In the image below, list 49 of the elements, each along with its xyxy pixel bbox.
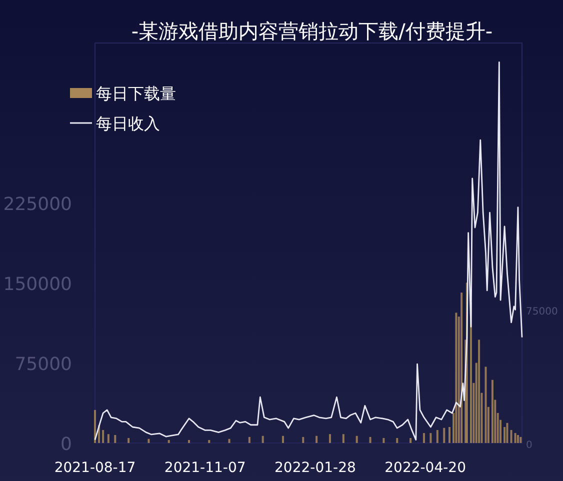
bar [478,340,480,443]
x-tick-label: 2022-04-20 [384,460,466,476]
bar [504,427,506,443]
bar [94,410,96,443]
bar [396,438,398,443]
x-tick-label: 2022-01-28 [274,460,356,476]
bar [484,366,487,443]
y-tick-label: 225000 [3,194,72,215]
bar [208,440,210,443]
bar [491,380,494,443]
bar [114,435,116,443]
bar [102,430,104,443]
bar [369,436,372,443]
bar [520,436,522,443]
bar [430,433,432,443]
legend-label: 每日下载量 [96,84,176,103]
legend-label: 每日收入 [96,114,160,133]
bar [228,438,230,443]
bar [436,430,438,443]
bar [148,438,150,443]
bar [506,422,508,443]
chart-title: -某游戏借助内容营销拉动下载/付费提升- [131,19,493,43]
bar [248,436,250,443]
x-tick-label: 2021-08-17 [54,460,136,476]
y-tick-label: 75000 [14,354,72,375]
bar [316,436,318,443]
bar [510,430,512,443]
y-tick-label: 150000 [3,274,72,295]
bar [128,438,130,443]
bar [302,436,304,443]
bar [168,440,170,443]
x-tick-label: 2021-11-07 [164,460,246,476]
bar [328,434,331,443]
bar [516,435,519,443]
bar [262,436,264,443]
bar [356,436,358,443]
bar [282,436,284,443]
bar [342,434,344,443]
bar [448,427,450,443]
bar [410,438,412,443]
y2-tick-label: 75000 [526,306,558,318]
bar [514,433,516,443]
bar [188,440,190,443]
bar [460,292,463,443]
bar [443,428,446,443]
bar [107,434,110,443]
bar [382,438,385,443]
bar [422,433,425,443]
bar [455,312,458,443]
